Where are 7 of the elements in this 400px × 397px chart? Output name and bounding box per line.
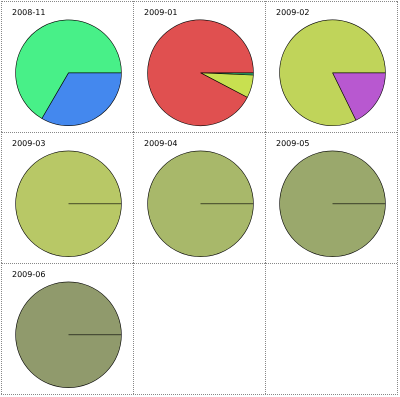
chart-title: 2009-04 xyxy=(144,138,178,148)
chart-title: 2009-02 xyxy=(276,8,310,17)
chart-title: 2009-06 xyxy=(12,270,46,279)
chart-title: 2009-03 xyxy=(12,138,46,148)
chart-title: 2009-05 xyxy=(276,138,310,148)
chart-title: 2008-11 xyxy=(12,8,46,17)
chart-title: 2009-01 xyxy=(144,8,178,17)
